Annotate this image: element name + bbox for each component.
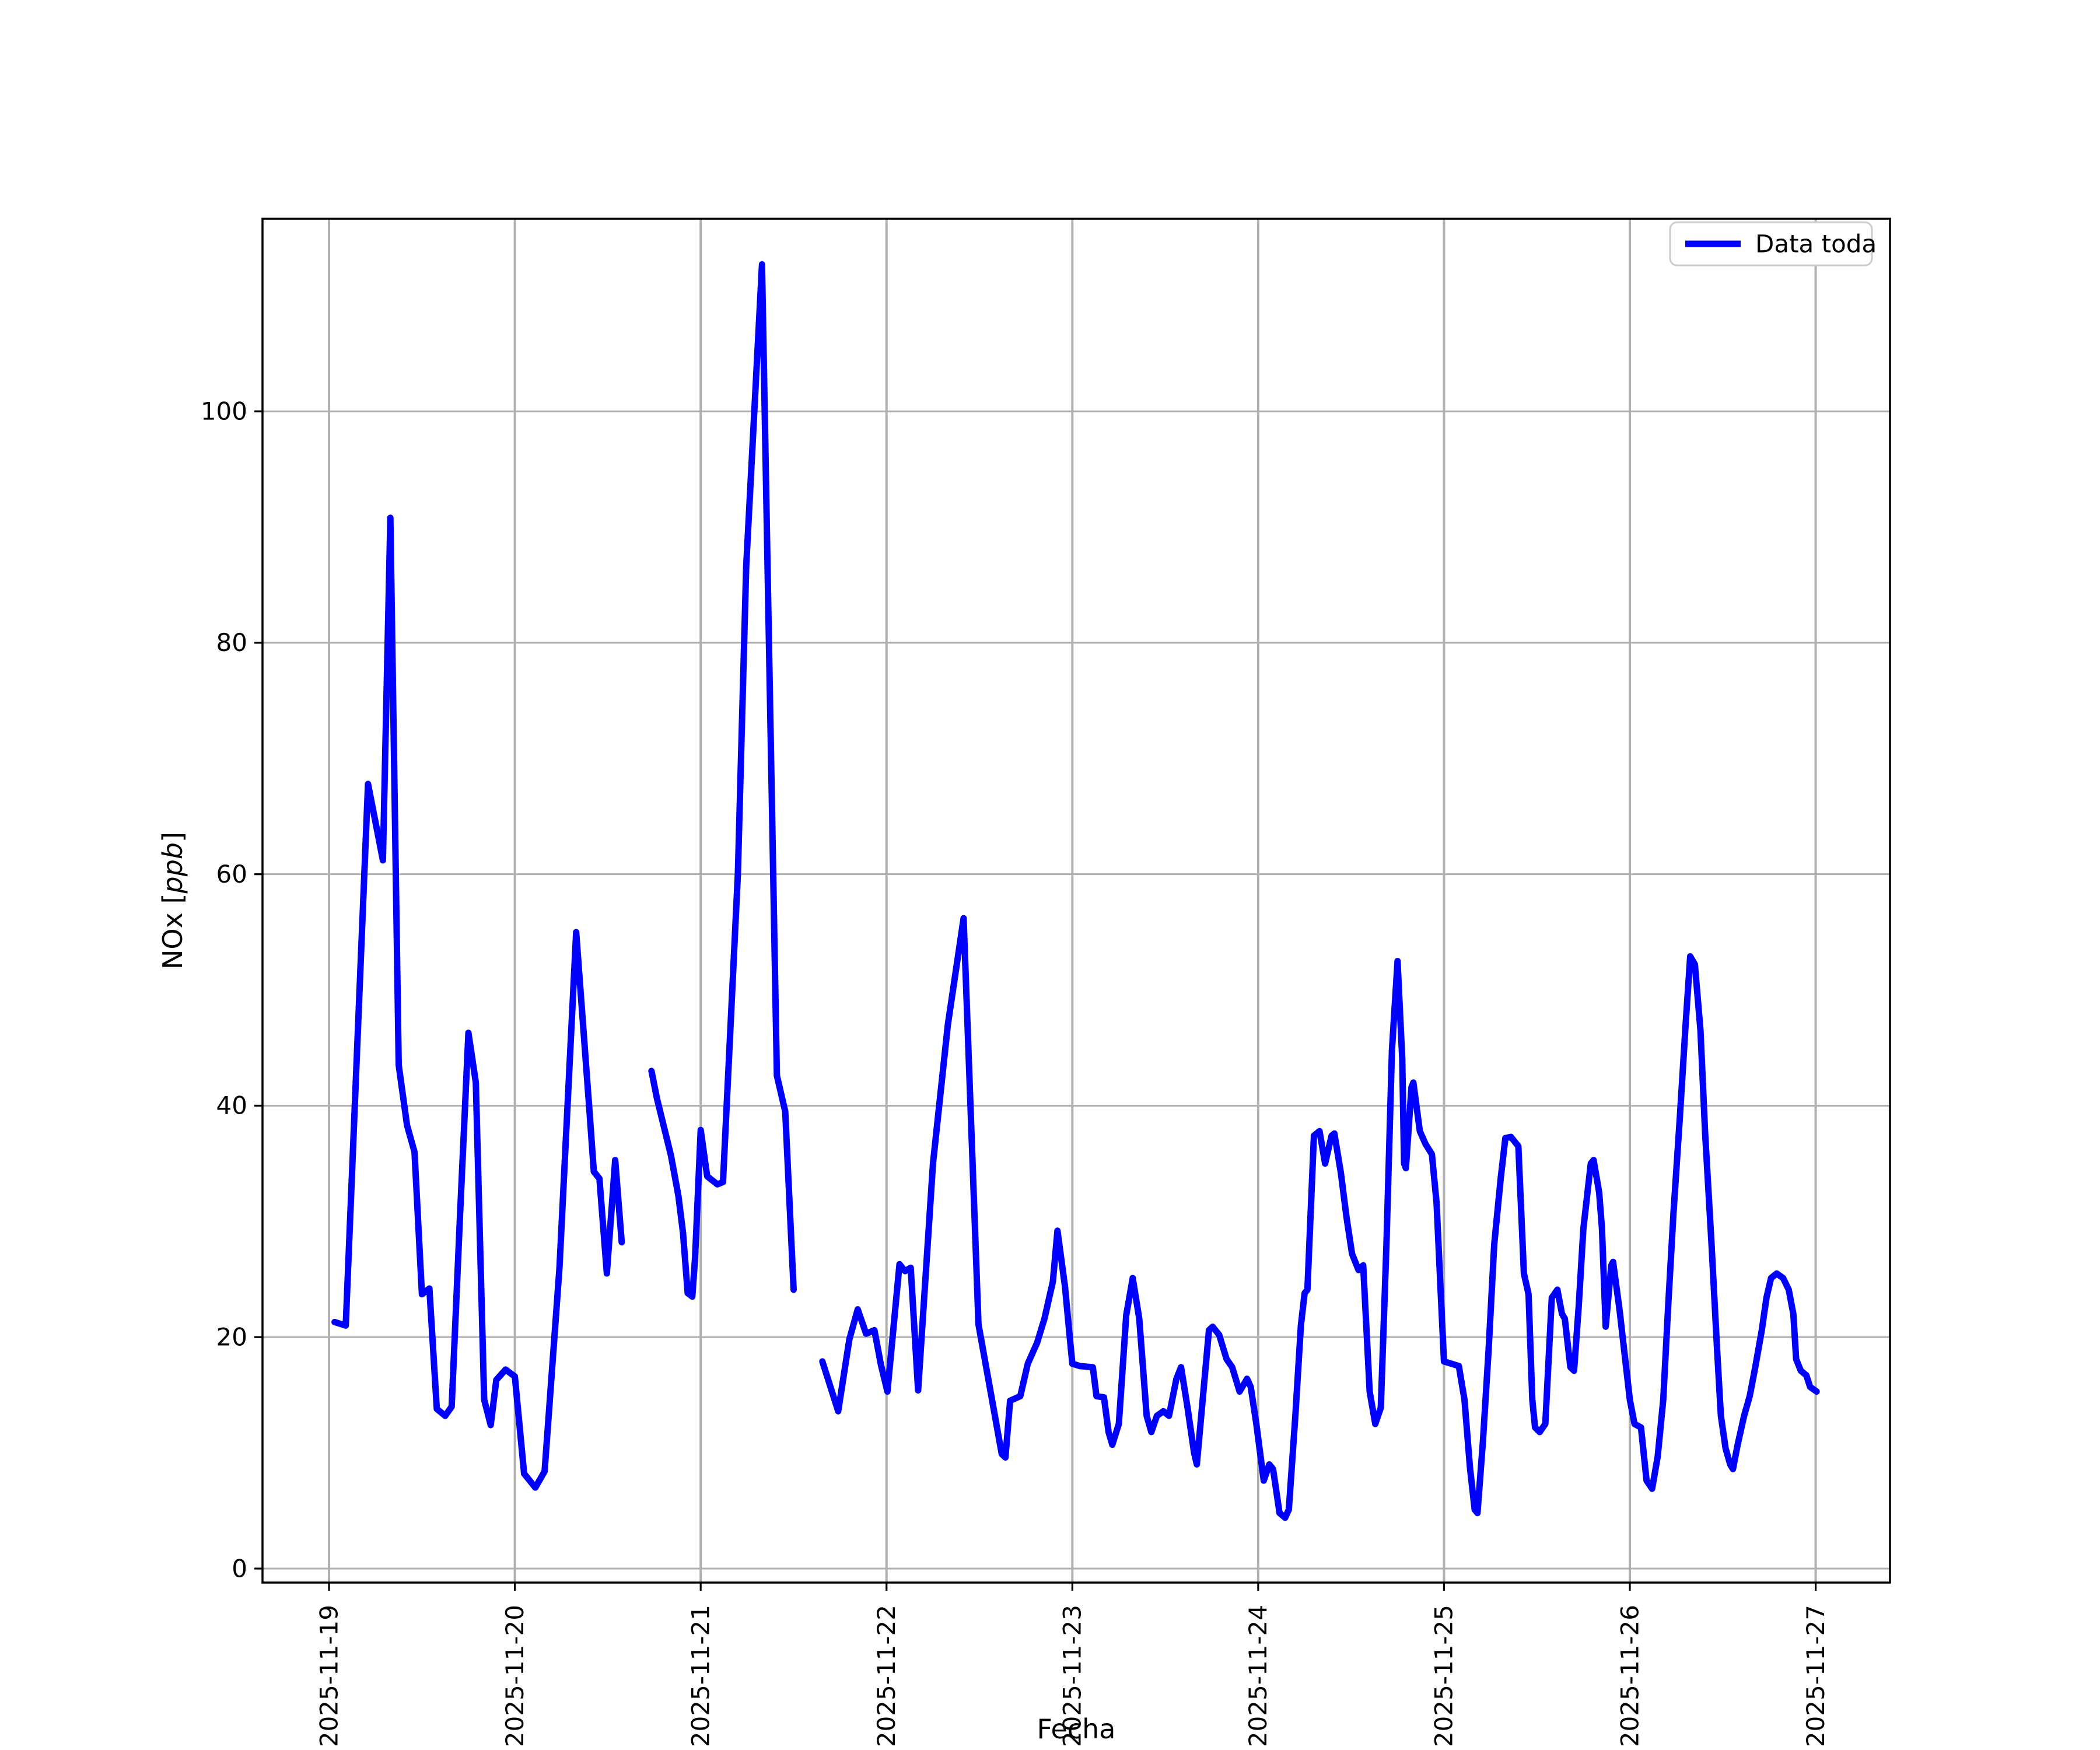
- y-tick-label: 0: [232, 1554, 247, 1583]
- y-tick-label: 20: [216, 1322, 247, 1351]
- x-axis-label: Fecha: [1037, 1713, 1116, 1745]
- y-tick-label: 100: [201, 397, 247, 425]
- legend-label: Data toda: [1755, 229, 1877, 258]
- grid-layer: [262, 219, 1890, 1583]
- x-tick-label: 2025-11-25: [1430, 1605, 1458, 1747]
- x-tick-label: 2025-11-22: [872, 1605, 901, 1747]
- x-tick-label: 2025-11-20: [501, 1605, 529, 1747]
- series-data-toda-line: [819, 915, 1820, 1521]
- tick-layer: 0 20 40 60 80 100 2025-11-19 2025-11-20 2025-11-…: [201, 397, 1830, 1747]
- x-tick-label: 2025-11-21: [686, 1605, 715, 1747]
- y-axis-label-prefix: NOx [: [157, 894, 188, 970]
- y-tick-label: 40: [216, 1091, 247, 1120]
- y-axis-label-suffix: ]: [157, 832, 188, 842]
- x-tick-label: 2025-11-23: [1058, 1605, 1087, 1747]
- series-data-toda-line: [648, 261, 797, 1300]
- y-axis-label-unit: ppb: [157, 842, 188, 894]
- legend-box: [1669, 221, 1873, 267]
- y-axis-label: NOx [ppb]: [157, 832, 188, 970]
- y-tick-label: 60: [216, 860, 247, 888]
- x-tick-label: 2025-11-24: [1244, 1605, 1272, 1747]
- plot-border: [261, 218, 1891, 1584]
- x-tick-label: 2025-11-26: [1615, 1605, 1644, 1747]
- y-tick-label: 80: [216, 628, 247, 657]
- x-tick-label: 2025-11-19: [314, 1605, 343, 1747]
- series-layer: [331, 261, 1820, 1521]
- x-tick-label: 2025-11-27: [1801, 1605, 1830, 1747]
- series-data-toda-line: [331, 514, 625, 1491]
- legend: Data toda: [1669, 221, 1877, 267]
